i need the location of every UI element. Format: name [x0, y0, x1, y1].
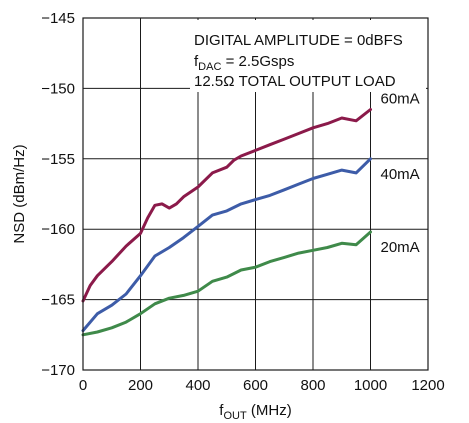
y-tick-label: −155	[41, 151, 75, 168]
series-label-40mA: 40mA	[381, 166, 420, 183]
y-tick-label: −170	[41, 362, 75, 379]
annotation-fdac-rest: = 2.5Gsps	[221, 53, 294, 70]
y-tick-label: −165	[41, 292, 75, 309]
x-tick-label: 1000	[354, 377, 387, 394]
annotation-amplitude: DIGITAL AMPLITUDE = 0dBFS	[194, 32, 403, 49]
series-label-20mA: 20mA	[381, 239, 420, 256]
y-tick-label: −150	[41, 80, 75, 97]
series-labels: 60mA 40mA 20mA	[381, 91, 420, 256]
x-tick-label: 0	[79, 377, 87, 394]
x-axis-label-rest: (MHz)	[247, 402, 292, 419]
y-axis-label: NSD (dBm/Hz)	[11, 144, 28, 243]
annotation-fdac-sub: DAC	[198, 61, 221, 73]
annotation-load: 12.5Ω TOTAL OUTPUT LOAD	[194, 73, 396, 90]
series-label-60mA: 60mA	[381, 91, 420, 108]
x-tick-label: 1200	[411, 377, 444, 394]
series-line-60mA	[83, 110, 371, 302]
y-tick-label: −145	[41, 10, 75, 27]
y-tick-label: −160	[41, 221, 75, 238]
x-axis-label: fOUT (MHz)	[219, 402, 291, 422]
series	[83, 110, 371, 335]
x-tick-label: 200	[128, 377, 153, 394]
x-tick-label: 600	[243, 377, 268, 394]
x-tick-label: 800	[300, 377, 325, 394]
x-tick-label: 400	[185, 377, 210, 394]
x-axis-label-sub: OUT	[223, 410, 247, 422]
